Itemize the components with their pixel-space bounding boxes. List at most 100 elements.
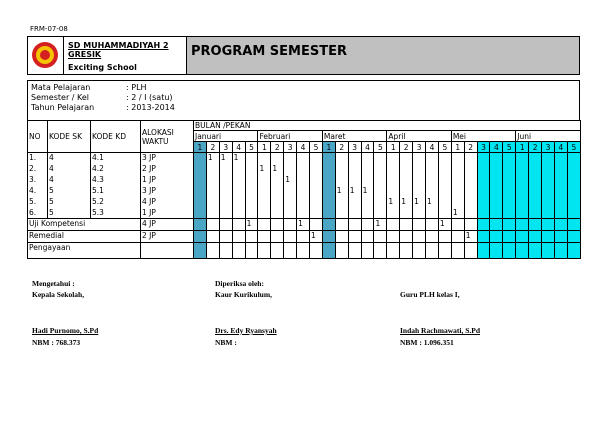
week-cell — [450, 242, 465, 259]
cell-sk: 4 — [47, 152, 91, 164]
week-cell — [244, 163, 259, 175]
week-cell — [296, 196, 311, 208]
week-cell — [218, 207, 233, 219]
week-cell — [386, 174, 401, 186]
week-cell — [193, 196, 207, 208]
month-header: Maret — [321, 130, 388, 142]
week-number: 1 — [386, 141, 401, 153]
week-cell — [321, 174, 336, 186]
week-cell — [218, 196, 233, 208]
week-cell — [360, 163, 375, 175]
info-row: Tahun Pelajaran: 2013-2014 — [31, 103, 576, 113]
week-cell — [437, 242, 452, 259]
week-cell — [373, 185, 388, 197]
week-cell — [386, 185, 401, 197]
sig-id: NBM : 768.373 — [32, 338, 81, 347]
info-label: Tahun Pelajaran — [31, 103, 95, 112]
plan-row: 4. 5 5.1 3 JP 1 1 1 — [27, 185, 582, 197]
week-cell: 1 — [296, 218, 311, 231]
week-cell — [218, 230, 233, 243]
week-cell — [515, 174, 530, 186]
week-cell — [257, 152, 272, 164]
week-cell — [244, 230, 259, 243]
week-cell — [528, 163, 543, 175]
week-cell — [283, 230, 298, 243]
week-cell — [360, 242, 375, 259]
week-number: 4 — [231, 141, 246, 153]
week-cell — [412, 242, 427, 259]
week-cell — [476, 218, 491, 231]
week-cell — [283, 207, 298, 219]
month-header: Mei — [450, 130, 517, 142]
column-header: KODE SK — [47, 120, 91, 153]
week-cell — [205, 230, 220, 243]
week-cell — [218, 185, 233, 197]
week-number: 3 — [283, 141, 298, 153]
week-cell — [205, 174, 220, 186]
week-cell — [528, 152, 543, 164]
week-cell — [270, 152, 285, 164]
plan-row: 1. 4 4.1 3 JP 1 1 1 — [27, 152, 582, 164]
week-cell — [489, 242, 504, 259]
week-cell — [463, 174, 478, 186]
week-number: 3 — [541, 141, 555, 153]
week-cell — [283, 152, 298, 164]
extra-row: Uji Kompetensi 4 JP 1 1 1 1 — [27, 218, 582, 231]
week-cell — [257, 207, 272, 219]
cell-kd: 4.2 — [90, 163, 141, 175]
week-cell — [566, 152, 582, 164]
week-cell — [334, 207, 349, 219]
week-cell — [218, 218, 233, 231]
cell-no: 4. — [27, 185, 48, 197]
week-cell — [205, 242, 220, 259]
week-cell — [566, 218, 582, 231]
week-cell: 1 — [257, 163, 272, 175]
week-cell — [476, 174, 491, 186]
cell-jp: 4 JP — [140, 196, 194, 208]
week-cell — [463, 152, 478, 164]
sig-id: NBM : — [215, 338, 237, 347]
week-cell — [502, 230, 517, 243]
week-cell — [270, 218, 285, 231]
week-cell — [412, 185, 427, 197]
week-cell — [231, 196, 246, 208]
form-code: FRM-07-08 — [30, 25, 68, 33]
week-cell — [515, 163, 530, 175]
week-cell — [450, 230, 465, 243]
week-cell — [193, 230, 207, 243]
week-cell — [334, 163, 349, 175]
week-cell — [425, 174, 439, 186]
week-cell — [270, 207, 285, 219]
column-header: KODE KD — [90, 120, 141, 153]
week-cell — [360, 207, 375, 219]
week-cell — [386, 163, 401, 175]
sig-id: NBM : 1.096.351 — [400, 338, 454, 347]
week-number: 4 — [360, 141, 375, 153]
sig-line: Guru PLH kelas I, — [400, 290, 460, 299]
week-cell — [450, 185, 465, 197]
week-cell — [553, 185, 568, 197]
row-label: Uji Kompetensi — [27, 218, 141, 231]
week-cell — [541, 207, 555, 219]
sig-name: Drs. Edy Ryansyah — [215, 326, 277, 335]
week-cell — [528, 196, 543, 208]
week-cell — [399, 230, 414, 243]
week-cell — [296, 174, 311, 186]
week-cell — [334, 218, 349, 231]
week-cell — [476, 242, 491, 259]
cell-jp: 4 JP — [140, 218, 194, 231]
sig-name: Hadi Purnomo, S.Pd — [32, 326, 99, 335]
week-cell — [193, 242, 207, 259]
week-number: 4 — [553, 141, 568, 153]
week-cell — [553, 207, 568, 219]
week-cell — [489, 230, 504, 243]
week-cell — [541, 163, 555, 175]
cell-jp: 3 JP — [140, 152, 194, 164]
week-cell — [257, 218, 272, 231]
week-cell: 1 — [270, 163, 285, 175]
plan-row: 3. 4 4.3 1 JP 1 — [27, 174, 582, 186]
week-cell — [257, 174, 272, 186]
week-cell — [566, 196, 582, 208]
week-cell — [450, 196, 465, 208]
week-cell — [412, 230, 427, 243]
